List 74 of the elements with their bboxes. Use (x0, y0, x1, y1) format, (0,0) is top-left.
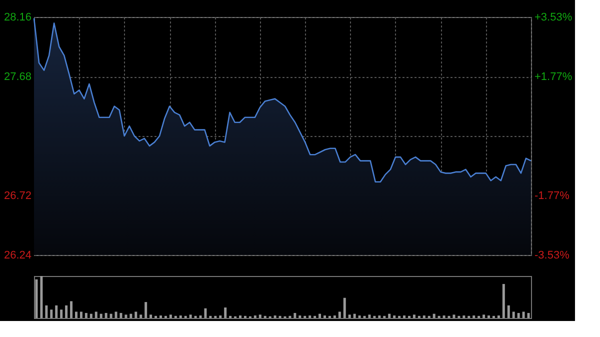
bar (80, 312, 82, 318)
bar (333, 315, 336, 318)
bar (308, 315, 312, 318)
bar (150, 314, 152, 318)
bar (517, 312, 520, 318)
bar (527, 312, 530, 318)
bar (432, 314, 436, 318)
bar (403, 315, 406, 318)
bar (134, 312, 138, 318)
y-tick-label: 28.16 (4, 12, 32, 24)
bar (140, 314, 142, 318)
bar (338, 312, 341, 318)
bar (70, 301, 73, 318)
bar (90, 314, 92, 318)
bar (368, 314, 371, 318)
bar (204, 308, 207, 318)
bar (497, 315, 500, 318)
bar (35, 279, 38, 318)
bar (179, 315, 182, 318)
bar (353, 314, 356, 318)
bar (169, 314, 172, 318)
bar (324, 315, 326, 318)
bar (239, 315, 242, 318)
bar (522, 312, 525, 318)
bar (274, 315, 276, 318)
bar (219, 315, 222, 318)
y-tick-label: 26.72 (4, 190, 32, 202)
bar (422, 315, 426, 318)
bar (318, 314, 322, 318)
bar (50, 310, 53, 318)
bar (462, 315, 466, 318)
bar (358, 315, 361, 318)
bar (442, 315, 446, 318)
bar (388, 314, 391, 318)
bar (55, 305, 58, 318)
bar (412, 314, 416, 318)
bar (512, 312, 515, 318)
bar (189, 314, 192, 318)
bar (298, 315, 302, 318)
bar (100, 314, 102, 318)
bar (40, 276, 43, 318)
bar (224, 308, 227, 318)
bar (124, 314, 128, 318)
bar (502, 284, 505, 318)
bar (378, 315, 381, 318)
bar (472, 315, 476, 318)
bar (254, 315, 256, 318)
bar (159, 315, 162, 318)
y-tick-label: 26.24 (4, 250, 32, 262)
bar (75, 312, 78, 318)
y2-tick-label: -3.53% (534, 250, 570, 262)
bar (65, 305, 68, 318)
y2-tick-label: +3.53% (534, 12, 572, 24)
bar (258, 314, 262, 318)
bar (294, 312, 296, 318)
bar (507, 305, 510, 318)
y2-tick-label: +1.77% (534, 70, 572, 83)
bar (144, 302, 148, 318)
bar (84, 312, 88, 318)
bar (482, 314, 486, 318)
bar (130, 314, 132, 318)
bar (104, 312, 108, 318)
bar (348, 314, 351, 318)
bar (393, 315, 396, 318)
bar (110, 314, 112, 318)
y2-tick-label: -1.77% (534, 190, 570, 202)
y-tick-label: 27.68 (4, 71, 32, 83)
bar (60, 310, 63, 318)
bar (45, 305, 48, 318)
bar (120, 312, 122, 318)
bar (488, 315, 490, 318)
bar (343, 298, 346, 318)
bar (94, 312, 98, 318)
bar (452, 314, 456, 318)
